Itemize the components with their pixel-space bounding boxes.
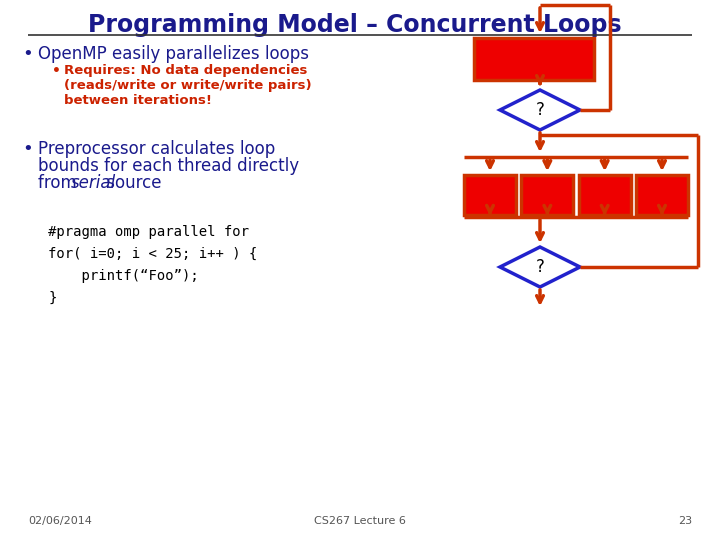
Text: ?: ? [536,258,544,276]
Text: bounds for each thread directly: bounds for each thread directly [38,157,299,175]
Text: Preprocessor calculates loop: Preprocessor calculates loop [38,140,275,158]
Text: •: • [22,45,32,63]
Text: Requires: No data dependencies: Requires: No data dependencies [64,64,307,77]
Text: #pragma omp parallel for: #pragma omp parallel for [48,225,249,239]
Text: printf(“Foo”);: printf(“Foo”); [48,269,199,283]
Text: •: • [52,64,61,78]
Text: (reads/write or write/write pairs): (reads/write or write/write pairs) [64,79,312,92]
Polygon shape [500,247,580,287]
Bar [474,38,594,80]
Bar [636,175,688,215]
Polygon shape [500,90,580,130]
Text: }: } [48,291,56,305]
Text: between iterations!: between iterations! [64,94,212,107]
Text: CS267 Lecture 6: CS267 Lecture 6 [314,516,406,526]
Text: from: from [38,174,82,192]
Bar [521,175,573,215]
Text: source: source [101,174,161,192]
Bar [579,175,631,215]
Bar [464,175,516,215]
Text: 02/06/2014: 02/06/2014 [28,516,92,526]
Text: 23: 23 [678,516,692,526]
Text: for( i=0; i < 25; i++ ) {: for( i=0; i < 25; i++ ) { [48,247,257,261]
Text: serial: serial [71,174,116,192]
Text: •: • [22,140,32,158]
Text: Programming Model – Concurrent Loops: Programming Model – Concurrent Loops [88,13,622,37]
Text: ?: ? [536,101,544,119]
Text: OpenMP easily parallelizes loops: OpenMP easily parallelizes loops [38,45,309,63]
